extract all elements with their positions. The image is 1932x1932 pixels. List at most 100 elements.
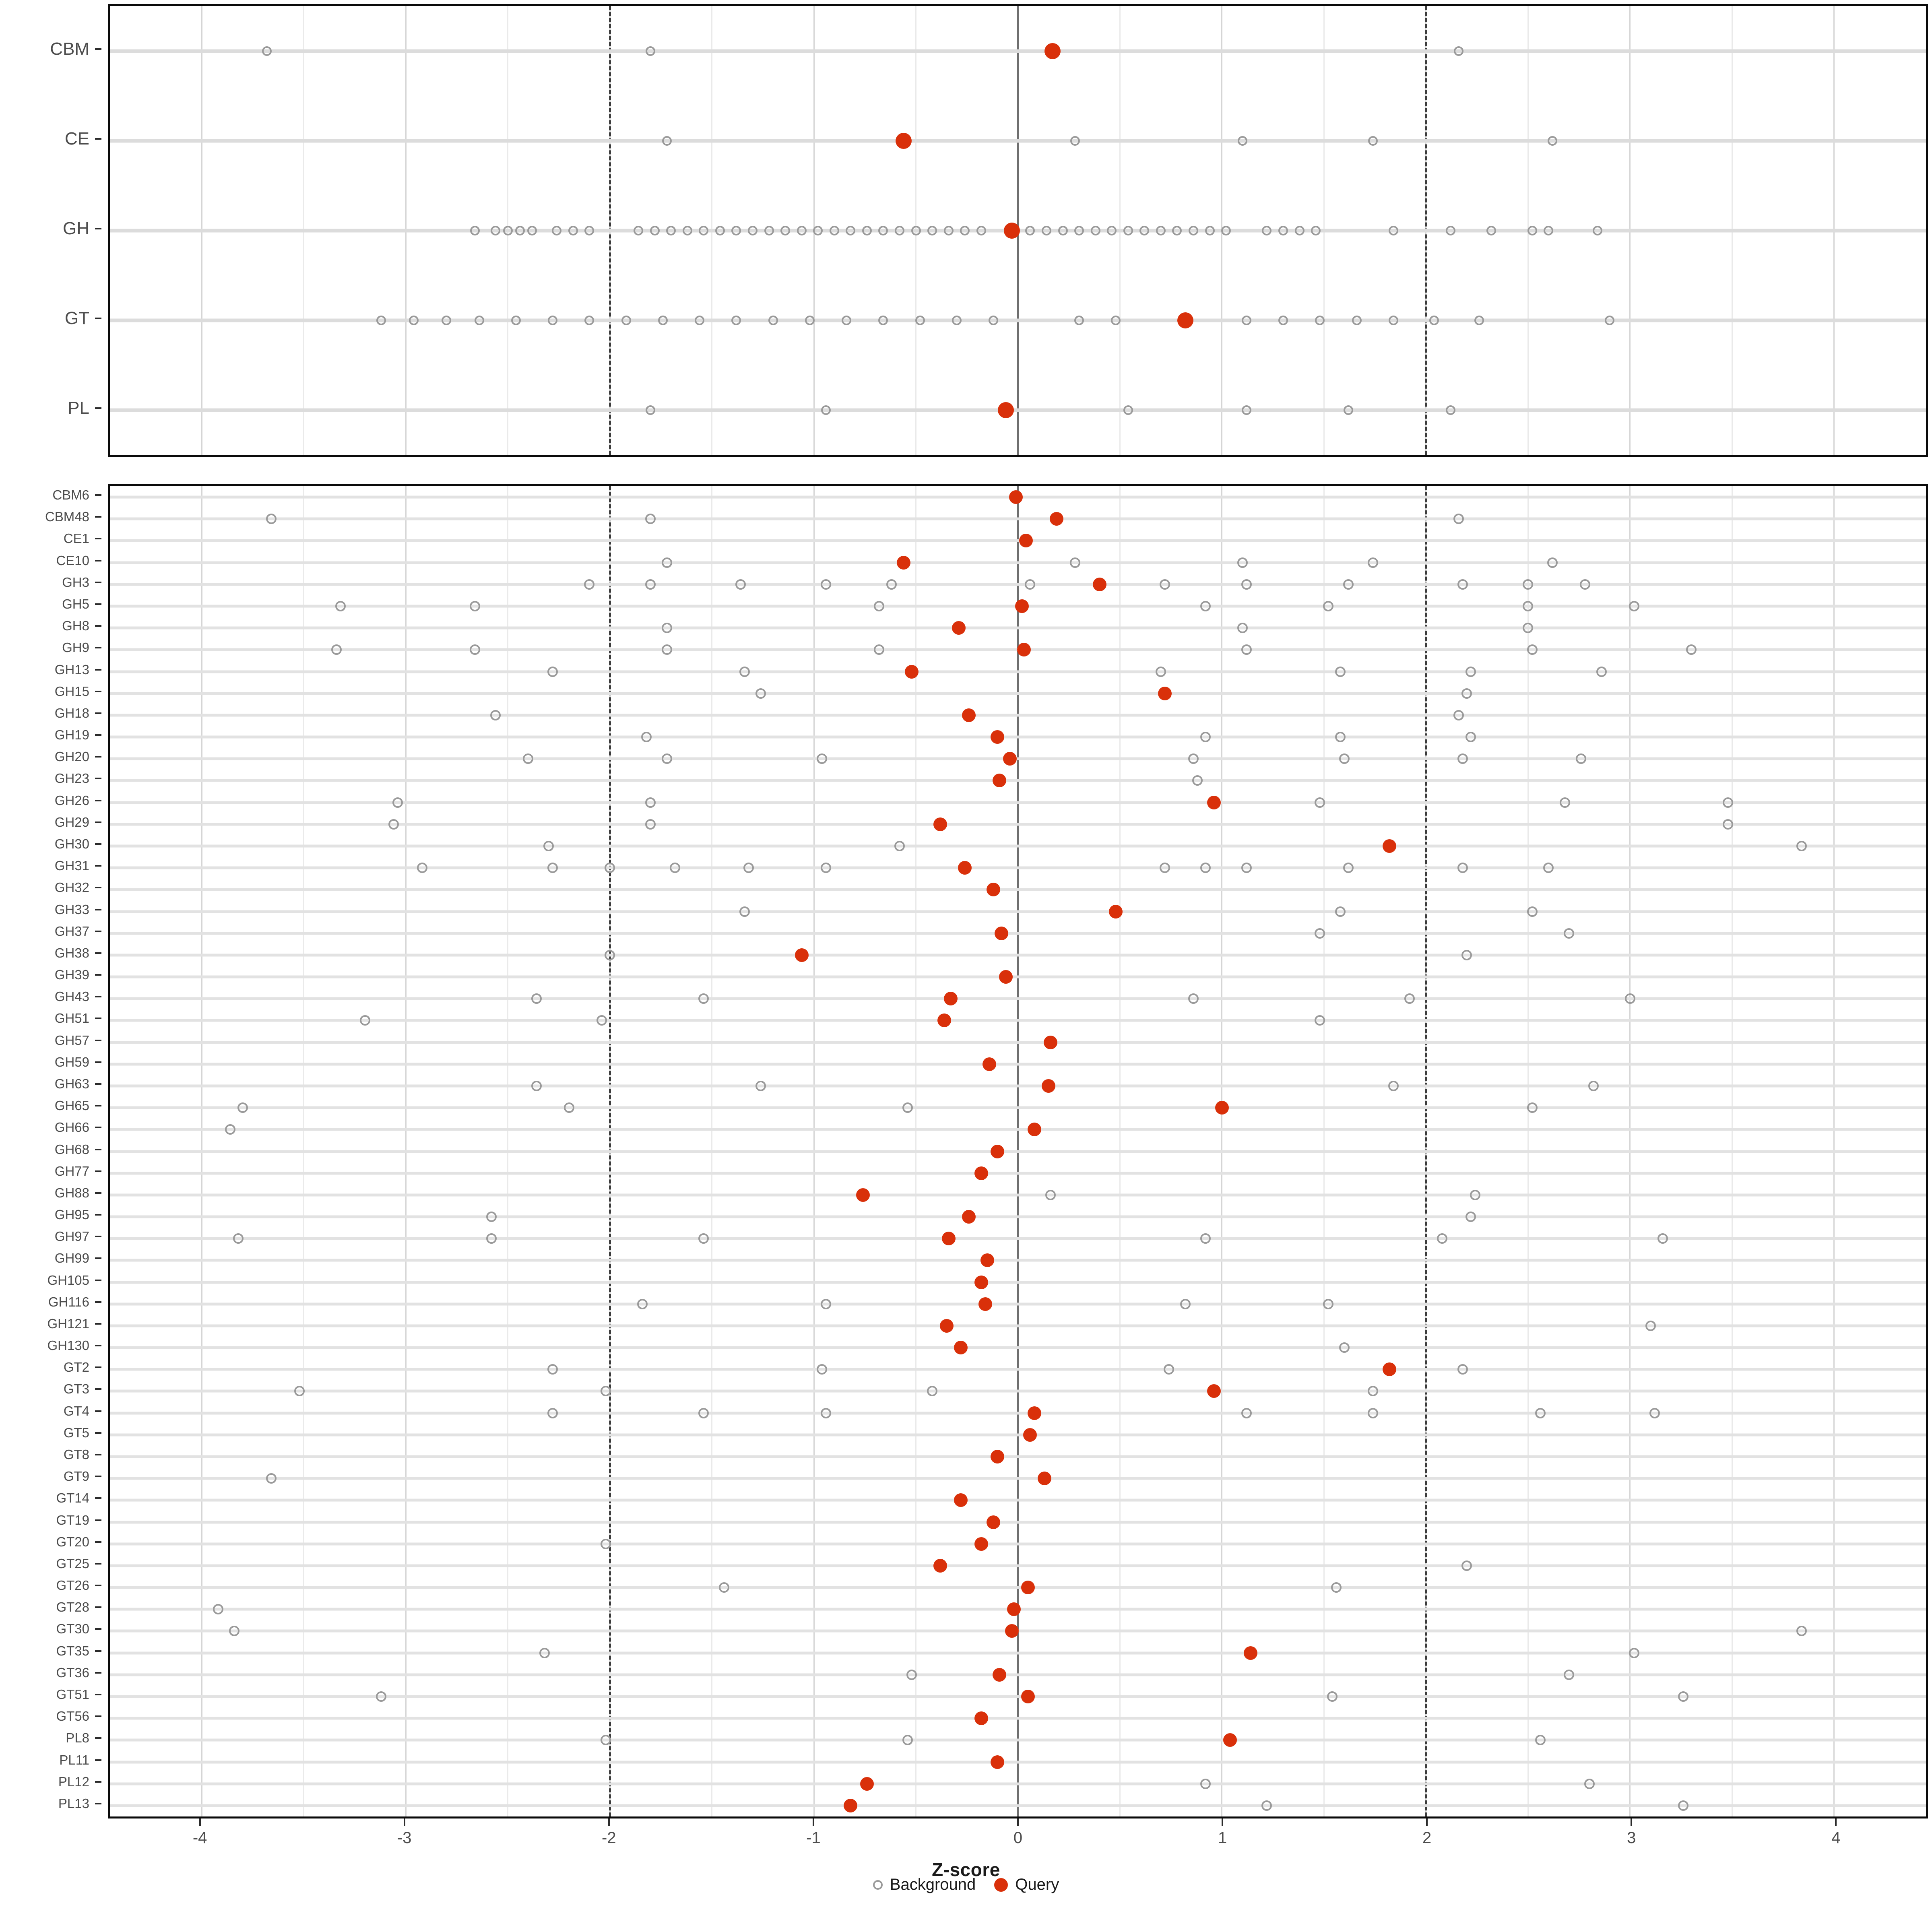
legend-item-query[interactable]: Query bbox=[994, 1876, 1059, 1894]
background-point bbox=[600, 1386, 611, 1397]
background-point bbox=[470, 601, 481, 611]
query-point bbox=[860, 1777, 874, 1791]
background-point bbox=[1311, 225, 1321, 235]
background-point bbox=[1241, 405, 1251, 415]
row-baseline bbox=[110, 49, 1926, 53]
query-point bbox=[974, 1166, 988, 1180]
y-tick-mark bbox=[95, 559, 101, 561]
background-point bbox=[1315, 928, 1325, 939]
query-point bbox=[1177, 312, 1193, 328]
row-baseline bbox=[110, 1259, 1926, 1262]
background-point bbox=[1548, 136, 1558, 146]
background-point bbox=[662, 623, 673, 634]
query-point bbox=[974, 1275, 988, 1289]
y-tick-label-cbm48: CBM48 bbox=[45, 509, 89, 524]
row-baseline bbox=[110, 735, 1926, 739]
background-point bbox=[1200, 863, 1211, 873]
background-point bbox=[1457, 579, 1468, 590]
background-point bbox=[531, 1080, 542, 1091]
background-point bbox=[474, 315, 484, 325]
row-baseline bbox=[110, 844, 1926, 848]
y-tick-label-gh26: GH26 bbox=[54, 793, 89, 808]
query-point bbox=[1042, 1079, 1056, 1093]
background-point bbox=[1261, 1800, 1272, 1811]
background-point bbox=[662, 136, 672, 146]
y-tick-mark bbox=[95, 930, 101, 932]
background-point bbox=[1368, 1386, 1379, 1397]
y-tick-label-gh77: GH77 bbox=[54, 1163, 89, 1179]
background-point bbox=[335, 601, 346, 611]
background-point bbox=[470, 644, 481, 655]
background-point bbox=[511, 315, 521, 325]
y-tick-mark bbox=[95, 1759, 101, 1761]
y-tick-label-gt3: GT3 bbox=[63, 1381, 89, 1397]
row-baseline bbox=[110, 1542, 1926, 1546]
background-point bbox=[637, 1298, 648, 1309]
background-point bbox=[842, 315, 852, 325]
background-point bbox=[698, 1233, 709, 1244]
y-tick-label-ce: CE bbox=[64, 128, 89, 149]
y-tick-label-gt35: GT35 bbox=[56, 1643, 89, 1658]
y-tick-mark bbox=[95, 756, 101, 758]
y-tick-mark bbox=[95, 1781, 101, 1783]
query-point bbox=[962, 1210, 976, 1224]
background-point bbox=[874, 601, 885, 611]
background-point bbox=[1445, 405, 1455, 415]
background-point bbox=[1241, 315, 1251, 325]
query-point bbox=[905, 665, 919, 679]
background-point bbox=[927, 1386, 938, 1397]
background-point bbox=[547, 1408, 558, 1418]
row-baseline bbox=[110, 1215, 1926, 1218]
background-point bbox=[417, 863, 427, 873]
y-tick-label-gt26: GT26 bbox=[56, 1578, 89, 1593]
query-point bbox=[987, 1515, 1001, 1529]
background-point bbox=[1343, 863, 1354, 873]
background-point bbox=[1527, 225, 1537, 235]
background-point bbox=[229, 1626, 240, 1637]
background-point bbox=[1045, 1189, 1056, 1200]
row-baseline bbox=[110, 932, 1926, 935]
row-baseline bbox=[110, 1063, 1926, 1066]
background-point bbox=[739, 666, 750, 677]
y-tick-mark bbox=[95, 1039, 101, 1041]
query-point bbox=[1223, 1733, 1237, 1747]
background-point bbox=[605, 949, 615, 960]
y-tick-label-gh39: GH39 bbox=[54, 967, 89, 983]
query-point bbox=[1037, 1472, 1051, 1486]
background-point bbox=[797, 225, 807, 235]
y-tick-label-cbm6: CBM6 bbox=[52, 487, 89, 503]
background-point bbox=[1678, 1800, 1688, 1811]
background-point bbox=[1160, 863, 1170, 873]
query-point bbox=[974, 1537, 988, 1551]
y-tick-mark bbox=[95, 625, 101, 627]
y-tick-mark bbox=[95, 821, 101, 823]
background-point bbox=[698, 993, 709, 1004]
query-point bbox=[1005, 1624, 1019, 1638]
background-point bbox=[548, 315, 558, 325]
row-baseline bbox=[110, 1150, 1926, 1153]
background-point bbox=[634, 225, 644, 235]
y-tick-mark bbox=[95, 1323, 101, 1325]
row-baseline bbox=[110, 1172, 1926, 1175]
row-baseline bbox=[110, 1738, 1926, 1742]
background-point bbox=[266, 1473, 277, 1484]
row-baseline bbox=[110, 954, 1926, 957]
background-point bbox=[1563, 928, 1574, 939]
y-tick-mark bbox=[95, 1345, 101, 1347]
background-point bbox=[1686, 644, 1697, 655]
y-tick-label-gh43: GH43 bbox=[54, 989, 89, 1004]
y-tick-label-gh116: GH116 bbox=[48, 1294, 89, 1309]
background-point bbox=[1563, 1669, 1574, 1680]
background-point bbox=[1241, 863, 1252, 873]
y-tick-label-pl13: PL13 bbox=[58, 1796, 89, 1811]
background-point bbox=[821, 863, 832, 873]
y-tick-mark bbox=[95, 1585, 101, 1587]
y-tick-mark bbox=[95, 1105, 101, 1107]
x-tick-mark bbox=[199, 1818, 201, 1826]
row-baseline bbox=[110, 583, 1926, 586]
cazyme-class-plot-area bbox=[110, 6, 1926, 455]
row-baseline bbox=[110, 1106, 1926, 1109]
background-point bbox=[1596, 666, 1607, 677]
legend-item-background[interactable]: Background bbox=[873, 1876, 976, 1894]
